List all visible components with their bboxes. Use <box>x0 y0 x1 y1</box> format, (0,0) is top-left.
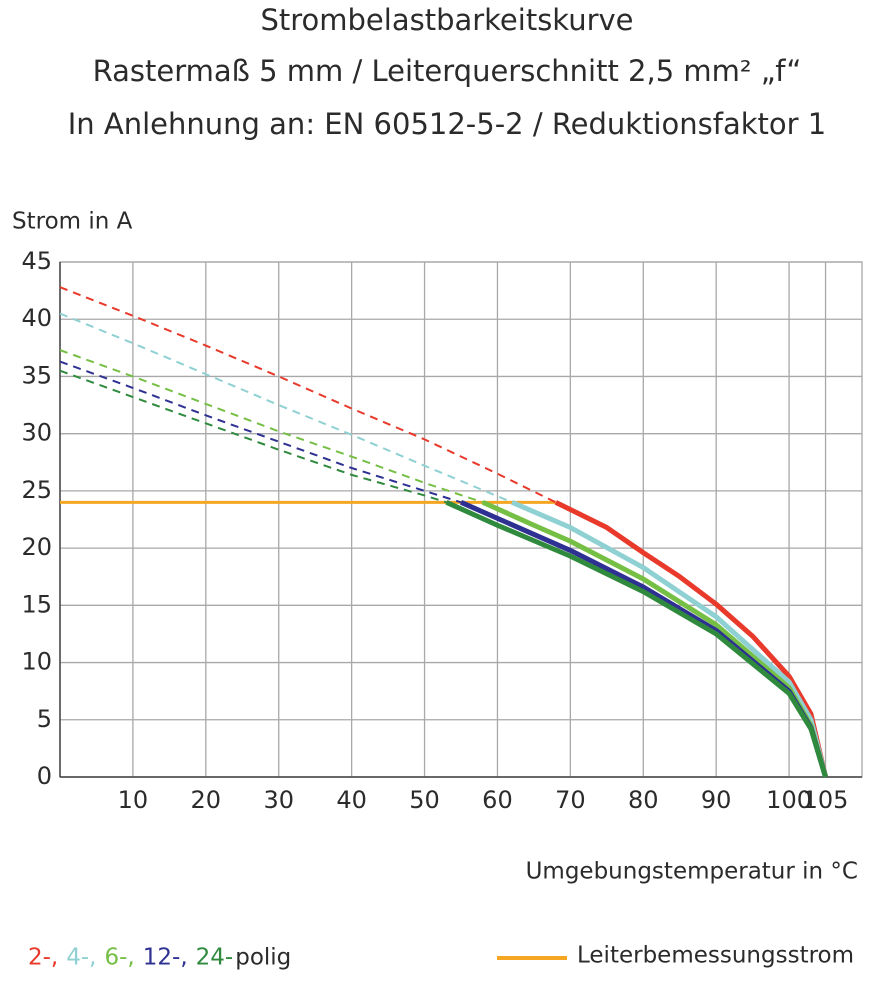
x-tick-label: 105 <box>803 786 849 814</box>
y-tick-label: 45 <box>21 247 52 275</box>
y-tick-label: 25 <box>21 476 52 504</box>
series-line <box>511 500 828 778</box>
series-line-dashed <box>59 360 462 504</box>
legend-label: polig <box>235 945 291 971</box>
y-tick-label: 10 <box>21 648 52 676</box>
chart-subtitle: In Anlehnung an: EN 60512-5-2 / Reduktio… <box>68 107 827 141</box>
x-tick-label: 80 <box>628 786 659 814</box>
legend-label: 4-, <box>66 945 96 971</box>
x-tick-label: 30 <box>263 786 294 814</box>
legend-label: 24- <box>196 945 234 971</box>
y-tick-label: 40 <box>21 304 52 332</box>
y-tick-label: 30 <box>21 419 52 447</box>
x-tick-label: 10 <box>118 786 149 814</box>
plot-frame <box>59 261 863 778</box>
series-line <box>554 500 828 778</box>
series-line-dashed <box>59 286 557 504</box>
series-line <box>445 500 828 778</box>
legend-label: 12-, <box>143 945 188 971</box>
legend-label: 2-, <box>28 945 58 971</box>
x-tick-label: 50 <box>409 786 440 814</box>
x-axis-label: Umgebungstemperatur in °C <box>526 859 858 885</box>
y-tick-label: 35 <box>21 361 52 389</box>
x-tick-label: 60 <box>482 786 513 814</box>
series-line-dashed <box>59 349 484 504</box>
legend-label: 6-, <box>105 945 135 971</box>
chart-title: Strombelastbarkeitskurve <box>260 3 633 37</box>
y-tick-label: 15 <box>21 590 52 618</box>
series-line-dashed <box>59 369 447 504</box>
series-line-dashed <box>59 312 513 504</box>
legend-label: Leiterbemessungsstrom <box>577 943 854 969</box>
y-tick-label: 0 <box>37 762 52 790</box>
x-tick-label: 90 <box>701 786 732 814</box>
x-tick-label: 20 <box>191 786 222 814</box>
chart-subtitle: Rastermaß 5 mm / Leiterquerschnitt 2,5 m… <box>93 54 802 88</box>
y-tick-label: 20 <box>21 533 52 561</box>
x-tick-label: 100 <box>766 786 812 814</box>
x-tick-label: 40 <box>336 786 367 814</box>
x-tick-label: 70 <box>555 786 586 814</box>
y-axis-label: Strom in A <box>12 209 133 235</box>
y-tick-label: 5 <box>37 705 52 733</box>
